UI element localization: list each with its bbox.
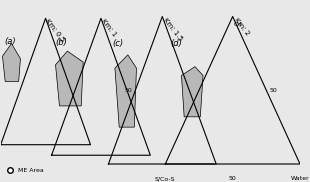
Polygon shape <box>55 51 83 106</box>
Text: 50: 50 <box>229 176 237 181</box>
Text: S/Co-S: S/Co-S <box>155 176 175 181</box>
Text: Km: 0.5: Km: 0.5 <box>44 18 66 43</box>
Text: 50: 50 <box>125 88 132 93</box>
Polygon shape <box>181 67 203 117</box>
Polygon shape <box>115 55 136 127</box>
Text: Water: Water <box>291 176 309 181</box>
Legend: ME Area: ME Area <box>4 168 44 173</box>
Polygon shape <box>2 43 20 82</box>
Text: (c): (c) <box>113 39 124 48</box>
Text: Oil: Oil <box>234 22 242 27</box>
Text: (d): (d) <box>171 39 183 48</box>
Text: (b): (b) <box>55 38 67 48</box>
Text: 50: 50 <box>269 88 277 93</box>
Text: Km: 1.5: Km: 1.5 <box>162 17 183 41</box>
Text: (a): (a) <box>4 37 16 46</box>
Text: Km: 2: Km: 2 <box>233 17 250 36</box>
Text: Km: 1: Km: 1 <box>100 18 117 38</box>
